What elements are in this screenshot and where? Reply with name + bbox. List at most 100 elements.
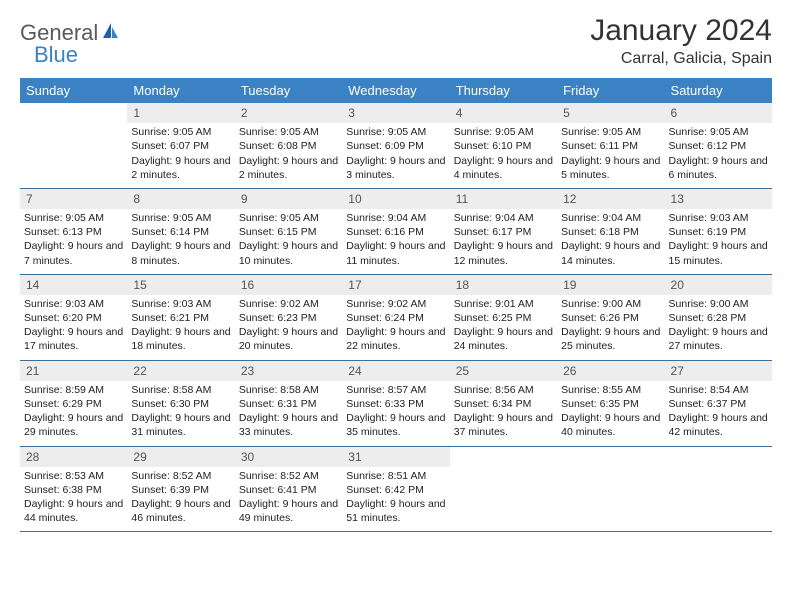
sunset-text: Sunset: 6:28 PM: [669, 311, 768, 325]
day-body: Sunrise: 9:05 AMSunset: 6:07 PMDaylight:…: [127, 123, 234, 188]
day-cell: 10Sunrise: 9:04 AMSunset: 6:16 PMDayligh…: [342, 189, 449, 274]
day-body: Sunrise: 9:02 AMSunset: 6:24 PMDaylight:…: [342, 295, 449, 360]
day-number: 18: [450, 275, 557, 295]
sunrise-text: Sunrise: 9:01 AM: [454, 297, 553, 311]
sunrise-text: Sunrise: 9:04 AM: [454, 211, 553, 225]
day-cell: 12Sunrise: 9:04 AMSunset: 6:18 PMDayligh…: [557, 189, 664, 274]
day-cell: [665, 447, 772, 532]
day-cell: 17Sunrise: 9:02 AMSunset: 6:24 PMDayligh…: [342, 275, 449, 360]
sunrise-text: Sunrise: 8:56 AM: [454, 383, 553, 397]
sunset-text: Sunset: 6:29 PM: [24, 397, 123, 411]
day-cell: 30Sunrise: 8:52 AMSunset: 6:41 PMDayligh…: [235, 447, 342, 532]
week-row: 28Sunrise: 8:53 AMSunset: 6:38 PMDayligh…: [20, 447, 772, 533]
daylight-text: Daylight: 9 hours and 8 minutes.: [131, 239, 230, 267]
daylight-text: Daylight: 9 hours and 22 minutes.: [346, 325, 445, 353]
day-body: Sunrise: 8:53 AMSunset: 6:38 PMDaylight:…: [20, 467, 127, 532]
sunrise-text: Sunrise: 8:58 AM: [239, 383, 338, 397]
daylight-text: Daylight: 9 hours and 17 minutes.: [24, 325, 123, 353]
day-cell: 8Sunrise: 9:05 AMSunset: 6:14 PMDaylight…: [127, 189, 234, 274]
day-cell: 9Sunrise: 9:05 AMSunset: 6:15 PMDaylight…: [235, 189, 342, 274]
sunrise-text: Sunrise: 9:00 AM: [561, 297, 660, 311]
day-cell: 11Sunrise: 9:04 AMSunset: 6:17 PMDayligh…: [450, 189, 557, 274]
day-cell: 22Sunrise: 8:58 AMSunset: 6:30 PMDayligh…: [127, 361, 234, 446]
day-cell: 31Sunrise: 8:51 AMSunset: 6:42 PMDayligh…: [342, 447, 449, 532]
sunset-text: Sunset: 6:35 PM: [561, 397, 660, 411]
daylight-text: Daylight: 9 hours and 27 minutes.: [669, 325, 768, 353]
sunset-text: Sunset: 6:20 PM: [24, 311, 123, 325]
daylight-text: Daylight: 9 hours and 15 minutes.: [669, 239, 768, 267]
sunset-text: Sunset: 6:16 PM: [346, 225, 445, 239]
sunrise-text: Sunrise: 9:05 AM: [239, 211, 338, 225]
sunrise-text: Sunrise: 8:52 AM: [131, 469, 230, 483]
day-number: 22: [127, 361, 234, 381]
header: General January 2024 Carral, Galicia, Sp…: [20, 14, 772, 68]
sunset-text: Sunset: 6:34 PM: [454, 397, 553, 411]
day-body: Sunrise: 9:04 AMSunset: 6:16 PMDaylight:…: [342, 209, 449, 274]
daylight-text: Daylight: 9 hours and 24 minutes.: [454, 325, 553, 353]
day-number: 9: [235, 189, 342, 209]
sunrise-text: Sunrise: 9:02 AM: [239, 297, 338, 311]
sunset-text: Sunset: 6:17 PM: [454, 225, 553, 239]
daylight-text: Daylight: 9 hours and 3 minutes.: [346, 154, 445, 182]
day-cell: 25Sunrise: 8:56 AMSunset: 6:34 PMDayligh…: [450, 361, 557, 446]
sunset-text: Sunset: 6:18 PM: [561, 225, 660, 239]
day-cell: 6Sunrise: 9:05 AMSunset: 6:12 PMDaylight…: [665, 103, 772, 188]
day-body: Sunrise: 8:58 AMSunset: 6:31 PMDaylight:…: [235, 381, 342, 446]
sunrise-text: Sunrise: 9:04 AM: [561, 211, 660, 225]
sunrise-text: Sunrise: 9:05 AM: [131, 125, 230, 139]
day-body: Sunrise: 8:51 AMSunset: 6:42 PMDaylight:…: [342, 467, 449, 532]
day-cell: 16Sunrise: 9:02 AMSunset: 6:23 PMDayligh…: [235, 275, 342, 360]
day-number: 16: [235, 275, 342, 295]
day-number: 20: [665, 275, 772, 295]
day-body: [557, 467, 664, 475]
day-body: [665, 467, 772, 475]
day-body: Sunrise: 9:02 AMSunset: 6:23 PMDaylight:…: [235, 295, 342, 360]
sunrise-text: Sunrise: 8:53 AM: [24, 469, 123, 483]
daylight-text: Daylight: 9 hours and 33 minutes.: [239, 411, 338, 439]
sunset-text: Sunset: 6:41 PM: [239, 483, 338, 497]
daylight-text: Daylight: 9 hours and 5 minutes.: [561, 154, 660, 182]
daylight-text: Daylight: 9 hours and 31 minutes.: [131, 411, 230, 439]
dow-cell: Thursday: [450, 78, 557, 103]
daylight-text: Daylight: 9 hours and 18 minutes.: [131, 325, 230, 353]
day-number: 19: [557, 275, 664, 295]
day-cell: [20, 103, 127, 188]
day-number: 14: [20, 275, 127, 295]
week-row: 1Sunrise: 9:05 AMSunset: 6:07 PMDaylight…: [20, 103, 772, 189]
day-body: Sunrise: 8:58 AMSunset: 6:30 PMDaylight:…: [127, 381, 234, 446]
sunrise-text: Sunrise: 8:58 AM: [131, 383, 230, 397]
day-body: Sunrise: 8:56 AMSunset: 6:34 PMDaylight:…: [450, 381, 557, 446]
day-cell: 27Sunrise: 8:54 AMSunset: 6:37 PMDayligh…: [665, 361, 772, 446]
daylight-text: Daylight: 9 hours and 44 minutes.: [24, 497, 123, 525]
sunset-text: Sunset: 6:15 PM: [239, 225, 338, 239]
sunset-text: Sunset: 6:08 PM: [239, 139, 338, 153]
day-cell: [450, 447, 557, 532]
day-body: Sunrise: 8:52 AMSunset: 6:39 PMDaylight:…: [127, 467, 234, 532]
sunrise-text: Sunrise: 9:05 AM: [669, 125, 768, 139]
sunrise-text: Sunrise: 9:03 AM: [669, 211, 768, 225]
day-body: Sunrise: 9:03 AMSunset: 6:19 PMDaylight:…: [665, 209, 772, 274]
day-body: Sunrise: 8:54 AMSunset: 6:37 PMDaylight:…: [665, 381, 772, 446]
day-body: Sunrise: 9:04 AMSunset: 6:17 PMDaylight:…: [450, 209, 557, 274]
daylight-text: Daylight: 9 hours and 11 minutes.: [346, 239, 445, 267]
day-number: 7: [20, 189, 127, 209]
sunset-text: Sunset: 6:31 PM: [239, 397, 338, 411]
sunrise-text: Sunrise: 9:05 AM: [454, 125, 553, 139]
dow-cell: Saturday: [665, 78, 772, 103]
day-body: Sunrise: 8:55 AMSunset: 6:35 PMDaylight:…: [557, 381, 664, 446]
daylight-text: Daylight: 9 hours and 35 minutes.: [346, 411, 445, 439]
day-body: Sunrise: 9:05 AMSunset: 6:15 PMDaylight:…: [235, 209, 342, 274]
logo-text-blue: Blue: [34, 42, 78, 68]
sail-icon: [100, 21, 120, 46]
sunset-text: Sunset: 6:33 PM: [346, 397, 445, 411]
day-number: 1: [127, 103, 234, 123]
location: Carral, Galicia, Spain: [590, 50, 772, 68]
day-number: 29: [127, 447, 234, 467]
daylight-text: Daylight: 9 hours and 46 minutes.: [131, 497, 230, 525]
sunrise-text: Sunrise: 9:02 AM: [346, 297, 445, 311]
day-number: 27: [665, 361, 772, 381]
daylight-text: Daylight: 9 hours and 4 minutes.: [454, 154, 553, 182]
daylight-text: Daylight: 9 hours and 2 minutes.: [131, 154, 230, 182]
day-body: Sunrise: 9:00 AMSunset: 6:28 PMDaylight:…: [665, 295, 772, 360]
daylight-text: Daylight: 9 hours and 2 minutes.: [239, 154, 338, 182]
